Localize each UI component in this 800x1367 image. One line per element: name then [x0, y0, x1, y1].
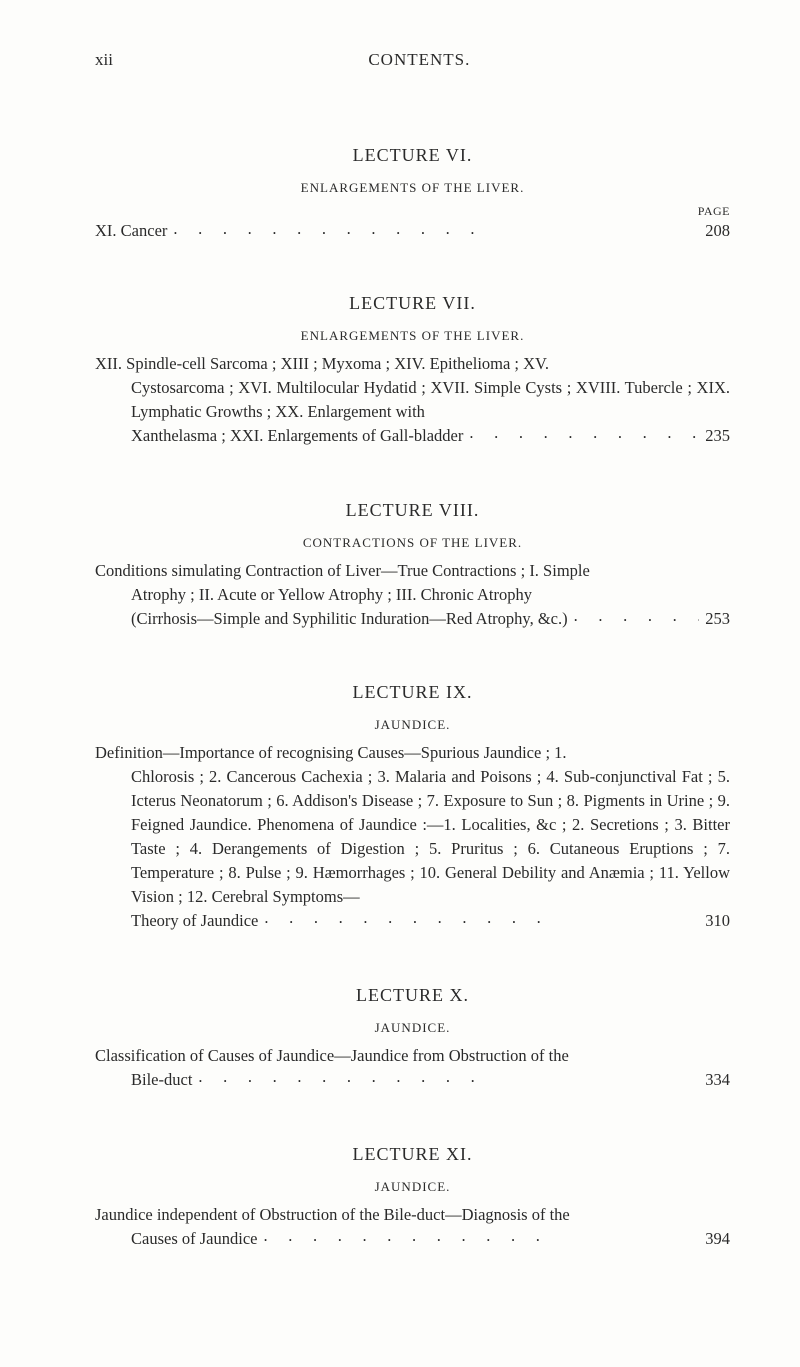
lecture-subtitle: JAUNDICE. — [95, 1179, 730, 1195]
entry-first-line: Jaundice independent of Obstruction of t… — [95, 1203, 730, 1227]
entry-first-line: Classification of Causes of Jaundice—Jau… — [95, 1044, 730, 1068]
leader-dots — [469, 424, 699, 448]
lecture-title: LECTURE VIII. — [95, 500, 730, 521]
lecture-title: LECTURE VII. — [95, 293, 730, 314]
toc-entry: XII. Spindle-cell Sarcoma ; XIII ; Myxom… — [95, 352, 730, 448]
entry-last-text: Theory of Jaundice — [131, 909, 258, 933]
lecture-subtitle: CONTRACTIONS OF THE LIVER. — [95, 535, 730, 551]
leader-dots — [264, 909, 699, 933]
toc-entry: Definition—Importance of recognising Cau… — [95, 741, 730, 932]
page-column-label: PAGE — [95, 204, 730, 219]
header-spacer — [726, 50, 730, 70]
header-title: CONTENTS. — [368, 50, 470, 70]
entry-page: 334 — [705, 1068, 730, 1092]
lecture-block-7: LECTURE VII. ENLARGEMENTS OF THE LIVER. … — [95, 293, 730, 448]
entry-page: 235 — [705, 424, 730, 448]
entry-page: 394 — [705, 1227, 730, 1251]
lecture-block-10: LECTURE X. JAUNDICE. Classification of C… — [95, 985, 730, 1092]
entry-body: Cystosarcoma ; XVI. Multilocular Hydatid… — [95, 376, 730, 424]
page: xii CONTENTS. LECTURE VI. ENLARGEMENTS O… — [0, 0, 800, 1367]
lecture-title: LECTURE X. — [95, 985, 730, 1006]
lecture-title: LECTURE IX. — [95, 682, 730, 703]
lecture-subtitle: JAUNDICE. — [95, 1020, 730, 1036]
lecture-block-8: LECTURE VIII. CONTRACTIONS OF THE LIVER.… — [95, 500, 730, 631]
toc-entry: Jaundice independent of Obstruction of t… — [95, 1203, 730, 1251]
leader-dots — [198, 1068, 699, 1092]
lecture-block-11: LECTURE XI. JAUNDICE. Jaundice independe… — [95, 1144, 730, 1251]
running-header: xii CONTENTS. — [95, 50, 730, 70]
entry-first-line: Conditions simulating Contraction of Liv… — [95, 559, 730, 583]
lecture-block-6: LECTURE VI. ENLARGEMENTS OF THE LIVER. P… — [95, 145, 730, 241]
entry-last-text: Xanthelasma ; XXI. Enlargements of Gall-… — [131, 424, 463, 448]
entry-last-text: Bile-duct — [131, 1068, 192, 1092]
entry-last-text: (Cirrhosis—Simple and Syphilitic Indurat… — [131, 607, 568, 631]
entry-first-line: Definition—Importance of recognising Cau… — [95, 741, 730, 765]
entry-first-line: XII. Spindle-cell Sarcoma ; XIII ; Myxom… — [95, 352, 730, 376]
leader-dots — [574, 607, 700, 631]
lecture-subtitle: ENLARGEMENTS OF THE LIVER. — [95, 180, 730, 196]
entry-page: 208 — [705, 221, 730, 241]
lecture-subtitle: JAUNDICE. — [95, 717, 730, 733]
lecture-subtitle: ENLARGEMENTS OF THE LIVER. — [95, 328, 730, 344]
toc-entry: XI. Cancer 208 — [95, 221, 730, 241]
lecture-block-9: LECTURE IX. JAUNDICE. Definition—Importa… — [95, 682, 730, 932]
entry-page: 253 — [705, 607, 730, 631]
toc-entry: Classification of Causes of Jaundice—Jau… — [95, 1044, 730, 1092]
lecture-title: LECTURE XI. — [95, 1144, 730, 1165]
lecture-title: LECTURE VI. — [95, 145, 730, 166]
toc-entry: Conditions simulating Contraction of Liv… — [95, 559, 730, 631]
entry-text: XI. Cancer — [95, 221, 167, 241]
page-folio: xii — [95, 50, 113, 70]
entry-body: Chlorosis ; 2. Cancerous Cachexia ; 3. M… — [95, 765, 730, 909]
leader-dots — [173, 221, 699, 241]
entry-last-text: Causes of Jaundice — [131, 1227, 257, 1251]
leader-dots — [263, 1227, 699, 1251]
entry-page: 310 — [705, 909, 730, 933]
entry-body: Atrophy ; II. Acute or Yellow Atrophy ; … — [95, 583, 730, 607]
